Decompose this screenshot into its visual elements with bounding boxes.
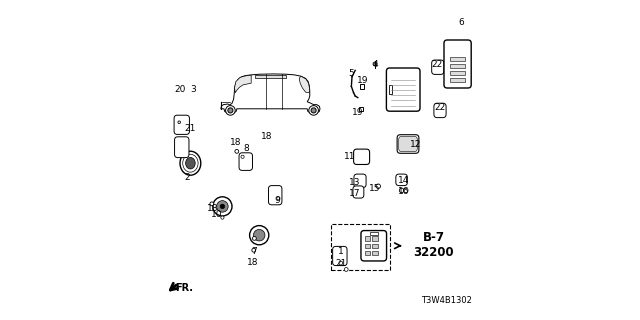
Text: 14: 14 [397,176,409,185]
FancyBboxPatch shape [397,135,419,153]
Circle shape [235,149,239,153]
Text: 8: 8 [243,144,248,153]
Text: 10: 10 [211,210,223,219]
FancyBboxPatch shape [434,103,446,118]
Bar [370,232,378,235]
FancyBboxPatch shape [333,246,347,266]
Text: B-7
32200: B-7 32200 [413,231,454,259]
Text: 7: 7 [251,247,257,256]
Ellipse shape [180,151,201,175]
FancyBboxPatch shape [387,68,420,111]
Bar [451,57,465,61]
Text: 13: 13 [349,178,361,187]
Circle shape [216,201,228,212]
Bar [365,236,370,241]
Circle shape [210,202,214,206]
Text: 11: 11 [344,152,355,161]
Bar [372,251,378,255]
Text: 6: 6 [458,18,463,27]
Bar [360,84,364,89]
Circle shape [344,268,348,271]
Text: 15: 15 [369,184,381,193]
Circle shape [311,108,316,113]
FancyBboxPatch shape [361,231,387,261]
Circle shape [404,188,408,193]
Circle shape [220,204,225,209]
Ellipse shape [186,157,195,169]
Text: 1: 1 [338,247,344,256]
Circle shape [399,188,404,193]
FancyBboxPatch shape [239,153,252,171]
Text: 21: 21 [335,260,346,268]
Text: 17: 17 [349,189,361,198]
FancyBboxPatch shape [444,40,471,88]
Text: 12: 12 [410,140,422,148]
FancyBboxPatch shape [174,115,189,134]
Bar [372,244,378,248]
Bar [365,244,370,248]
Bar [451,64,465,68]
Circle shape [308,106,319,115]
Text: 22: 22 [431,60,442,68]
FancyBboxPatch shape [396,174,408,186]
Circle shape [373,62,377,66]
Bar [332,224,390,270]
Circle shape [250,226,269,245]
Text: 16: 16 [398,188,410,196]
Polygon shape [300,76,310,93]
Circle shape [339,261,343,265]
Text: 18: 18 [260,132,272,140]
Bar [360,107,362,111]
Circle shape [252,248,255,252]
Ellipse shape [183,154,198,172]
FancyBboxPatch shape [399,136,417,152]
Bar [255,75,286,78]
Bar [365,251,370,255]
Bar [451,78,465,82]
FancyBboxPatch shape [269,186,282,205]
Circle shape [276,197,280,200]
Text: 9: 9 [275,196,280,204]
Polygon shape [221,74,320,114]
Circle shape [228,108,233,113]
Circle shape [178,121,180,124]
Text: 5: 5 [349,69,354,78]
Circle shape [221,216,224,219]
Circle shape [376,184,380,188]
Bar [451,71,465,75]
FancyBboxPatch shape [354,174,366,188]
FancyBboxPatch shape [353,186,364,198]
Text: 19: 19 [358,76,369,84]
FancyBboxPatch shape [432,60,444,75]
FancyBboxPatch shape [354,149,370,164]
Text: 3: 3 [190,85,196,94]
Circle shape [241,155,244,158]
Text: 22: 22 [435,103,445,112]
Text: 20: 20 [174,85,186,94]
Text: 4: 4 [372,60,378,68]
Text: T3W4B1302: T3W4B1302 [421,296,472,305]
Text: 2: 2 [184,173,190,182]
FancyBboxPatch shape [175,137,189,158]
Text: FR.: FR. [175,283,193,293]
Text: 21: 21 [185,124,196,132]
Text: 19: 19 [352,108,364,116]
Text: 18: 18 [247,258,259,267]
Bar [388,85,392,94]
Circle shape [212,197,232,216]
Bar [372,236,378,241]
Polygon shape [235,75,251,93]
Circle shape [253,229,265,241]
Circle shape [226,106,236,115]
Text: 18: 18 [230,138,242,147]
Text: 18: 18 [207,204,218,212]
Circle shape [252,236,256,240]
